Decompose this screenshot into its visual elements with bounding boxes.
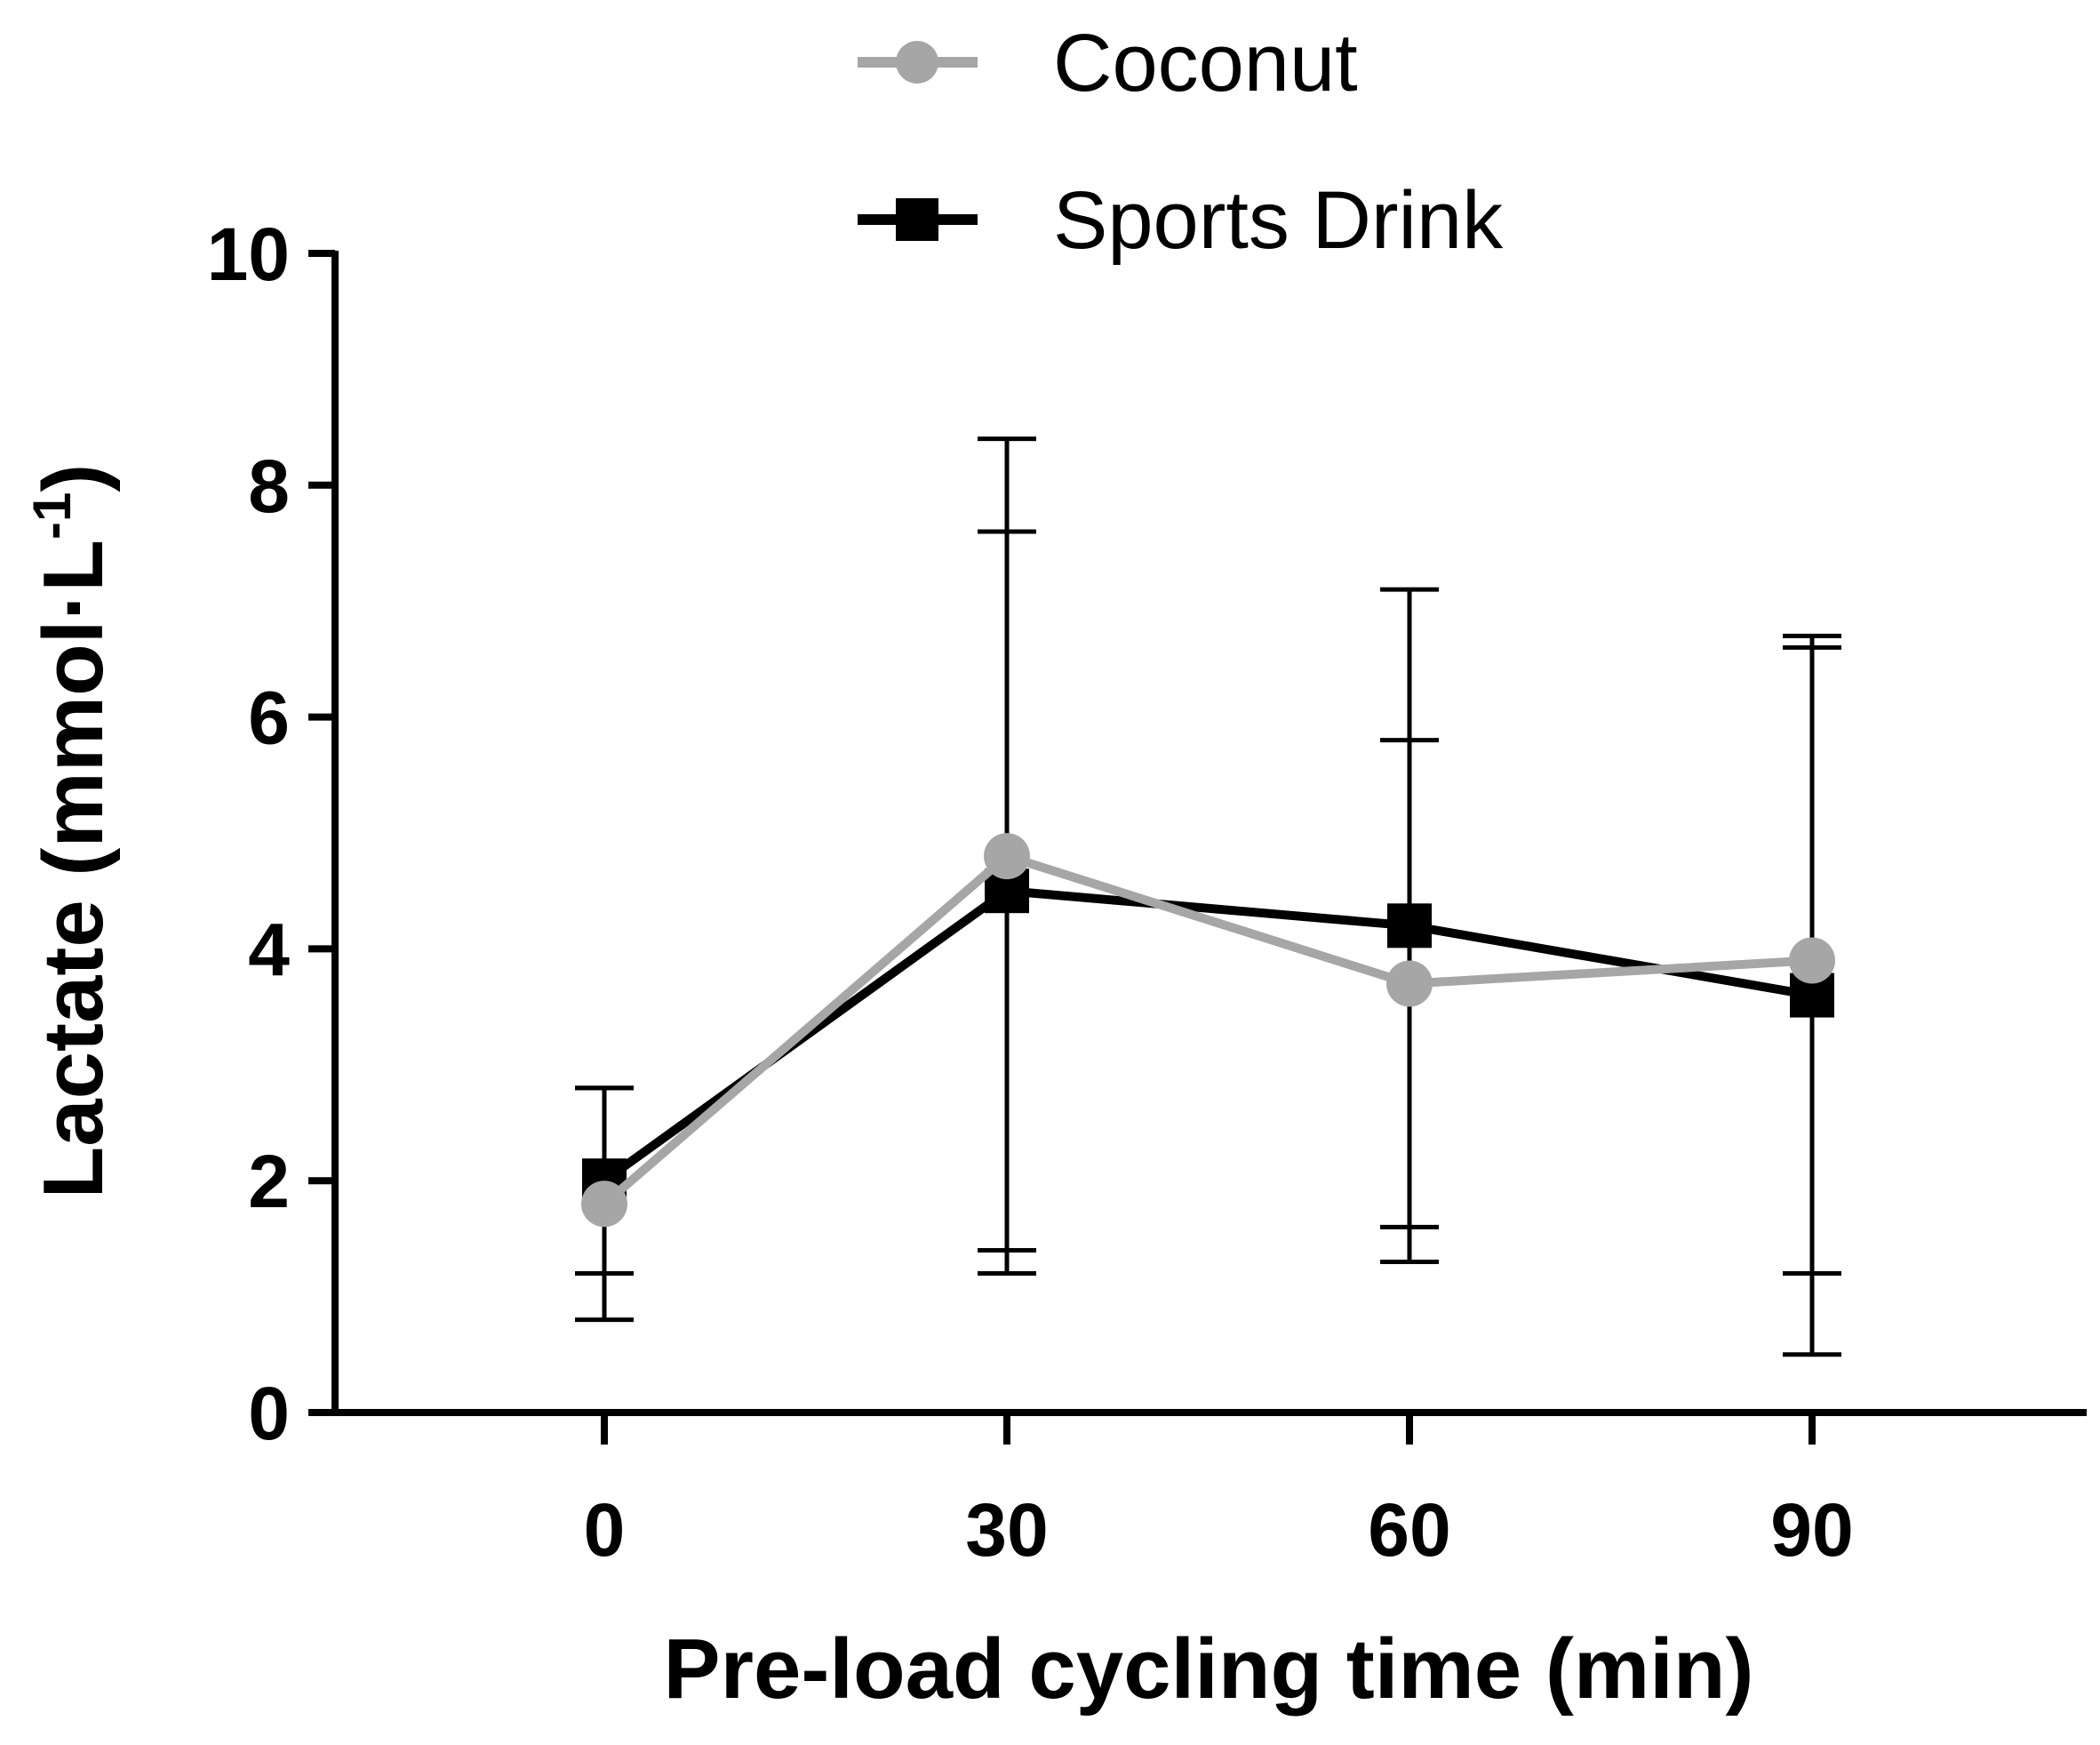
y-axis-title-close: ) [26, 464, 121, 492]
data-point-coconut [984, 833, 1030, 880]
legend-label-coconut: Coconut [1053, 18, 1358, 108]
axes [331, 251, 2087, 1416]
series-line-coconut [601, 852, 1813, 1208]
error-bar-sports-drink [978, 436, 1036, 1277]
y-tick-label: 10 [207, 212, 290, 296]
y-tick-label: 0 [248, 1372, 290, 1455]
y-axis-title-superscript: -1 [22, 492, 82, 540]
legend-item-coconut: Coconut [858, 18, 1358, 108]
x-tick-label: 90 [1770, 1488, 1853, 1572]
y-tick-label: 8 [248, 444, 290, 528]
legend-item-sports-drink: Sports Drink [858, 175, 1504, 266]
legend: Coconut Sports Drink [858, 18, 1504, 266]
legend-marker-coconut [896, 41, 938, 84]
data-point-coconut [1386, 960, 1433, 1007]
x-tick-label: 30 [965, 1488, 1048, 1572]
error-bar-sports-drink [1783, 633, 1841, 1357]
x-tick-label: 60 [1368, 1488, 1450, 1572]
series-layer [575, 436, 1841, 1357]
data-point-coconut [581, 1181, 627, 1228]
x-ticks: 0 30 60 90 [584, 1413, 1854, 1572]
data-point-sports-drink [1387, 903, 1432, 949]
y-axis-title: Lactate (mmol·L-1) [22, 464, 121, 1199]
y-axis-title-main: Lactate (mmol·L [26, 540, 121, 1198]
y-tick-label: 2 [248, 1140, 290, 1223]
y-tick-label: 4 [248, 908, 290, 991]
x-tick-label: 0 [584, 1488, 626, 1572]
legend-marker-sports-drink [896, 198, 938, 241]
y-tick-label: 6 [248, 676, 290, 760]
series-line-sports-drink [602, 886, 1813, 1185]
x-axis-title: Pre-load cycling time (min) [664, 1621, 1754, 1717]
data-point-coconut [1789, 937, 1835, 984]
legend-label-sports-drink: Sports Drink [1053, 175, 1504, 266]
y-ticks: 0 2 4 6 8 10 [207, 212, 335, 1455]
